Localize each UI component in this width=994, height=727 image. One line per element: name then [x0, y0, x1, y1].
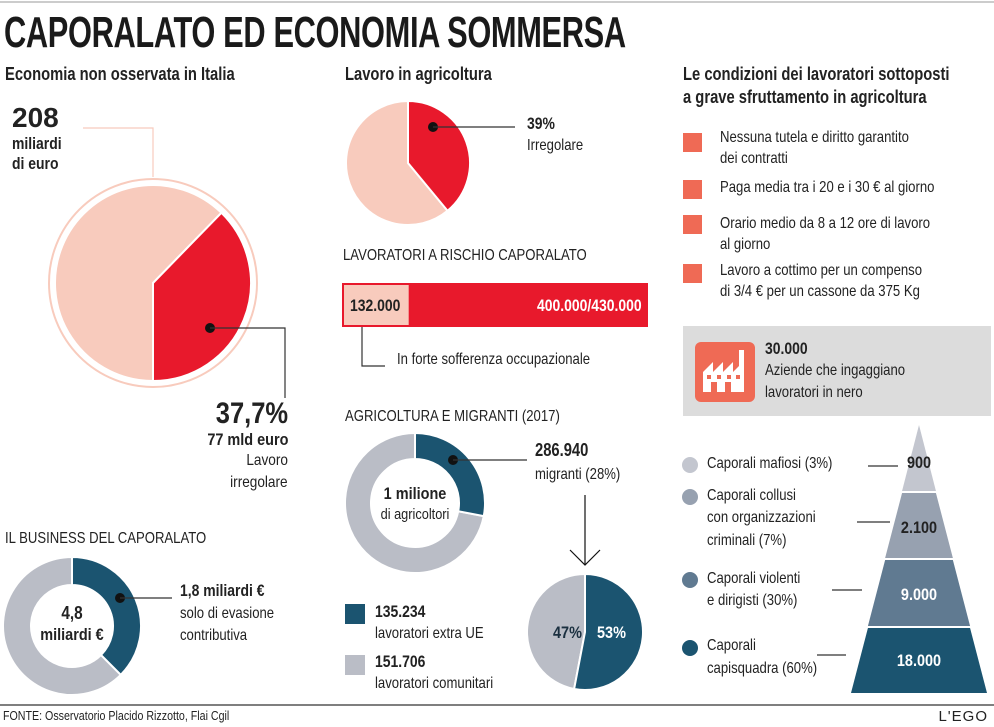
desc-label: irregolare [230, 474, 288, 491]
bar-label-low: 132.000 [350, 296, 401, 315]
leader-line [210, 327, 286, 398]
donut-slice-altri [344, 431, 485, 574]
condition-item: di 3/4 € per un cassone da 375 Kg [720, 283, 920, 300]
legend-dot [682, 489, 698, 505]
condition-item: Lavoro a cottimo per un compenso [720, 262, 923, 279]
pyramid-level [902, 425, 936, 491]
bar-note: In forte sofferenza occupazionale [397, 351, 591, 368]
desc-label: Lavoro [246, 452, 288, 469]
pyramid-level [885, 493, 953, 558]
pyramid-level [851, 628, 987, 693]
bullet-square [683, 133, 702, 152]
total-value: 208 [12, 102, 59, 133]
pyramid-label: criminali (7%) [707, 532, 787, 549]
leader-line [83, 127, 154, 177]
pyramid-label: Caporali collusi [707, 487, 796, 504]
section-title-agricoltura: Lavoro in agricoltura [345, 64, 492, 84]
bar-label-high: 400.000/430.000 [537, 296, 642, 315]
section-title-rischio: LAVORATORI A RISCHIO CAPORALATO [343, 247, 587, 264]
pyramid-value: 18.000 [896, 651, 942, 670]
condition-item: Orario medio da 8 a 12 ore di lavoro [720, 215, 931, 232]
bar-segment-low [342, 283, 411, 327]
pie-slice-other [54, 184, 223, 383]
pie-label-53: 53% [597, 623, 626, 642]
donut-center-unit: di agricoltori [380, 506, 450, 523]
condition-item: Paga media tra i 20 e i 30 € al giorno [720, 179, 935, 196]
legend-dot [682, 457, 698, 473]
condition-item: dei contratti [720, 150, 788, 167]
footer-source: FONTE: Osservatorio Placido Rizzotto, Fl… [3, 708, 230, 723]
legend-swatch-extra-ue [345, 604, 365, 624]
condition-item: Nessuna tutela e diritto garantito [720, 129, 909, 146]
pie-slice-irregolare [407, 99, 471, 213]
legend-dot [682, 572, 698, 588]
legend-label: lavoratori extra UE [375, 625, 484, 642]
section-title-economia: Economia non osservata in Italia [5, 64, 235, 84]
pct-label: 39% [527, 114, 555, 133]
aziende-box: 30.000 Aziende che ingaggiano lavoratori… [683, 326, 991, 416]
pyramid-label: Caporali violenti [707, 570, 801, 587]
callout-desc: solo di evasione [180, 605, 275, 622]
aziende-desc: Aziende che ingaggiano [765, 362, 906, 379]
pie-label-47: 47% [553, 623, 582, 642]
desc-label: Irregolare [527, 137, 584, 154]
pie-outline [48, 178, 258, 388]
donut-center-value: 4,8 [61, 603, 83, 623]
legend-value: 135.234 [375, 602, 426, 621]
condition-item: al giorno [720, 236, 771, 253]
donut-center-value: 1 milione [383, 484, 447, 503]
pyramid-label: e dirigisti (30%) [707, 592, 798, 609]
amount-label: 77 mld euro [206, 430, 288, 449]
page-title: CAPORALATO ED ECONOMIA SOMMERSA [4, 8, 626, 57]
bullet-square [683, 215, 702, 234]
legend-swatch-comunitari [345, 655, 365, 675]
legend-dot [682, 640, 698, 656]
pie-slice-regolare [345, 99, 449, 226]
bullet-square [683, 264, 702, 283]
total-unit: di euro [12, 154, 59, 173]
section-title-business: IL BUSINESS DEL CAPORALATO [5, 530, 207, 547]
pyramid-level [867, 560, 971, 626]
section-title-condizioni: Le condizioni dei lavoratori sottoposti [683, 64, 950, 84]
pyramid-value: 900 [906, 453, 932, 472]
pie-slice-comunitari [526, 572, 586, 691]
callout-value: 286.940 [535, 440, 589, 460]
pyramid-label: Caporali mafiosi (3%) [707, 455, 833, 472]
pie-slice-extra-ue [572, 572, 644, 691]
arrow-head [569, 549, 601, 566]
pie-slice-lavoro-irregolare [152, 211, 252, 383]
aziende-desc: lavoratori in nero [765, 384, 863, 401]
donut-slice-evasione [71, 555, 142, 677]
legend-value: 151.706 [375, 652, 426, 671]
brand-logo: L'EGO [938, 708, 988, 725]
callout-desc: contributiva [180, 627, 248, 644]
pct-label: 37,7% [215, 397, 288, 430]
factory-icon [695, 342, 755, 402]
bullet-square [683, 180, 702, 199]
leader-line [361, 327, 385, 367]
callout-value: 1,8 miliardi € [180, 581, 265, 600]
aziende-value: 30.000 [765, 339, 808, 358]
donut-center-unit: miliardi € [40, 625, 104, 644]
donut-slice-migranti [414, 431, 486, 518]
callout-desc: migranti (28%) [535, 466, 621, 483]
total-unit: miliardi [12, 134, 62, 153]
pyramid-label: capisquadra (60%) [707, 660, 818, 677]
pyramid-value: 9.000 [900, 585, 938, 604]
pyramid-label: Caporali [707, 637, 756, 654]
donut-slice-altro [2, 555, 123, 696]
legend-label: lavoratori comunitari [375, 675, 494, 692]
pyramid-label: con organizzazioni [707, 509, 816, 526]
pyramid-value: 2.100 [900, 518, 938, 537]
section-title-condizioni: a grave sfruttamento in agricoltura [683, 87, 927, 107]
section-title-migranti: AGRICOLTURA E MIGRANTI (2017) [345, 408, 560, 425]
